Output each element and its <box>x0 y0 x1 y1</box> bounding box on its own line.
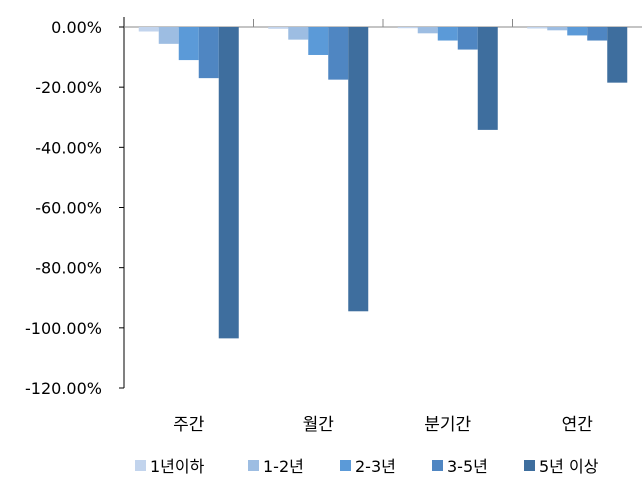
bar <box>138 27 159 32</box>
category-labels: 주간 월간 분기간 연간 <box>173 415 593 435</box>
legend-label: 3-5년 <box>447 457 488 476</box>
bar <box>397 27 418 29</box>
category-label: 월간 <box>303 415 335 435</box>
legend-label: 2-3년 <box>355 457 396 476</box>
bars <box>138 27 628 339</box>
legend-swatch <box>524 460 535 471</box>
y-tick-label: -40.00% <box>35 138 102 157</box>
y-axis: 0.00% -20.00% -40.00% -60.00% -80.00% -100.00… <box>25 17 125 398</box>
bar <box>527 27 548 29</box>
bar <box>218 27 239 339</box>
bar <box>457 27 478 50</box>
bar <box>158 27 179 44</box>
legend-label: 1년이하 <box>150 457 205 476</box>
bar <box>328 27 349 80</box>
bar <box>288 27 309 40</box>
legend-swatch <box>340 460 351 471</box>
legend-swatch <box>432 460 443 471</box>
legend-swatch <box>135 460 146 471</box>
bar <box>587 27 608 41</box>
legend-label: 5년 이상 <box>539 457 599 476</box>
category-label: 주간 <box>173 415 205 435</box>
category-label: 분기간 <box>424 415 471 435</box>
bar <box>178 27 199 61</box>
y-tick-label: -80.00% <box>35 259 102 278</box>
legend-swatch <box>248 460 259 471</box>
x-axis <box>124 19 642 28</box>
bar <box>477 27 498 130</box>
bar <box>308 27 329 55</box>
bar <box>567 27 588 36</box>
bar <box>607 27 628 83</box>
y-tick-label: -100.00% <box>25 319 102 338</box>
bar <box>268 27 289 29</box>
bar <box>348 27 369 312</box>
bar <box>437 27 458 41</box>
y-tick-label: 0.00% <box>51 18 102 37</box>
bar <box>417 27 438 34</box>
legend: 1년이하 1-2년 2-3년 3-5년 5년 이상 <box>135 457 599 476</box>
category-label: 연간 <box>562 415 594 435</box>
y-tick-label: -120.00% <box>25 379 102 398</box>
y-tick-label: -60.00% <box>35 199 102 218</box>
bar <box>198 27 219 79</box>
legend-label: 1-2년 <box>263 457 304 476</box>
bar <box>547 27 568 31</box>
y-tick-label: -20.00% <box>35 78 102 97</box>
